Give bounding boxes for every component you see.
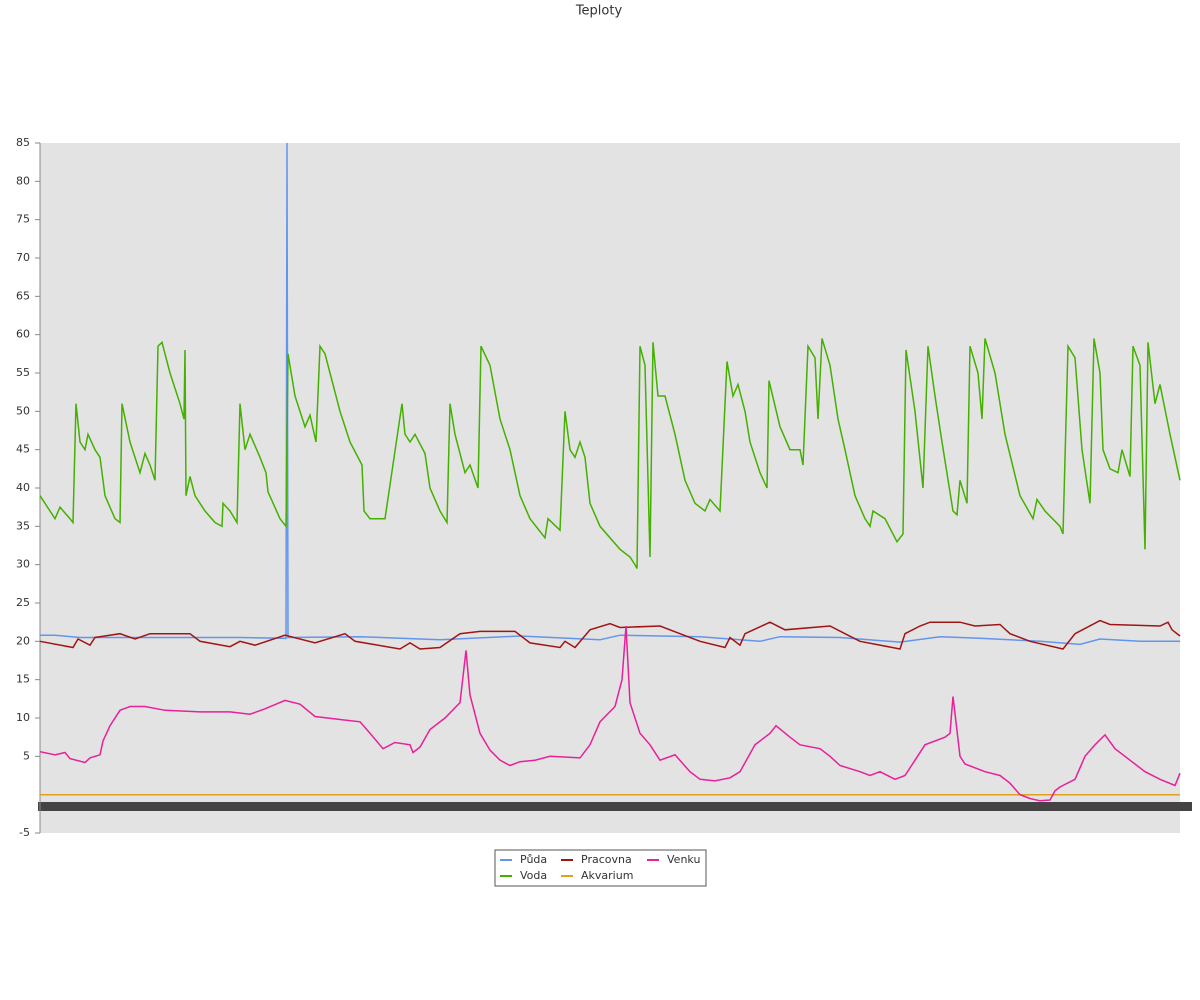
y-tick-label: 10 [16, 711, 30, 724]
y-tick-label: 60 [16, 328, 30, 341]
series-line [39, 338, 1181, 569]
legend-label: Voda [520, 869, 547, 882]
y-tick-label: 35 [16, 519, 30, 532]
x-axis-labels-band [38, 802, 1192, 811]
legend-label: Půda [520, 853, 547, 866]
y-tick-label: 40 [16, 481, 30, 494]
series-line [39, 619, 1181, 650]
y-tick-label: 45 [16, 443, 30, 456]
y-tick-label: 50 [16, 404, 30, 417]
legend-box [494, 849, 707, 887]
y-tick-label: 25 [16, 596, 30, 609]
y-tick-label: 30 [16, 558, 30, 571]
y-tick-label: 85 [16, 136, 30, 149]
chart-title: Teploty [575, 4, 623, 19]
y-tick-label: 75 [16, 213, 30, 226]
legend-label: Akvarium [581, 869, 633, 882]
y-tick-label: 20 [16, 634, 30, 647]
y-tick-label: 70 [16, 251, 30, 264]
y-tick-label: -5 [19, 826, 30, 839]
y-tick-label: 5 [23, 749, 30, 762]
y-tick-label: 65 [16, 289, 30, 302]
legend-label: Venku [667, 853, 700, 866]
y-tick-label: 80 [16, 174, 30, 187]
series-line [39, 625, 1181, 802]
plot-area [40, 143, 1180, 833]
y-tick-label: 55 [16, 366, 30, 379]
y-tick-label: 15 [16, 673, 30, 686]
legend-label: Pracovna [581, 853, 632, 866]
